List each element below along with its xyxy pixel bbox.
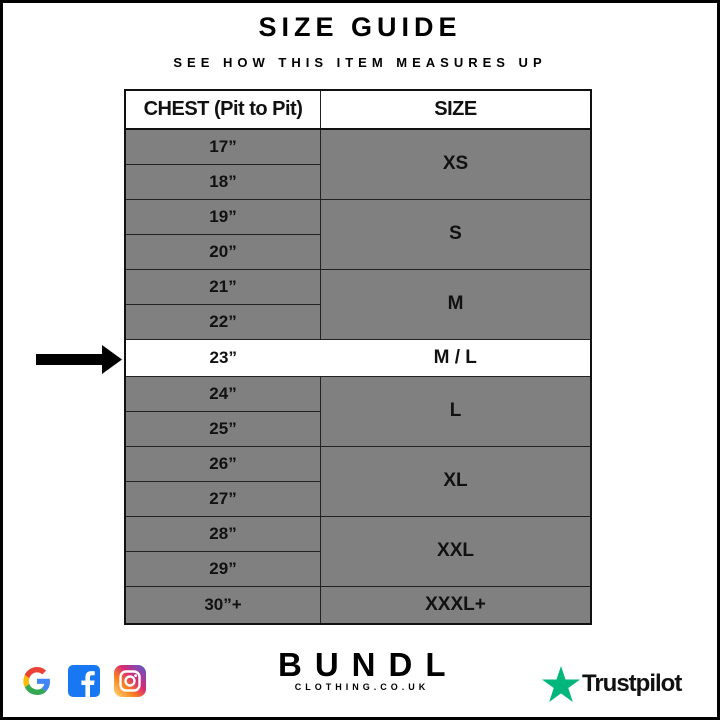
highlighted-chest-cell: 23”: [125, 338, 321, 377]
instagram-icon[interactable]: [114, 664, 146, 698]
size-cell: M: [320, 268, 592, 340]
page-title: SIZE GUIDE: [258, 12, 462, 42]
facebook-icon[interactable]: [68, 664, 100, 698]
bundl-logo: BUNDL CLOTHING.CO.UK: [278, 648, 445, 693]
header-chest: CHEST (Pit to Pit): [124, 89, 321, 130]
chest-cell: 20”: [124, 233, 321, 270]
chest-cell: 24”: [124, 375, 321, 412]
size-cell: XXL: [320, 515, 592, 587]
google-icon[interactable]: [20, 664, 54, 698]
size-cell: XXXL+: [320, 585, 592, 625]
brand-site: CLOTHING.CO.UK: [294, 682, 430, 692]
chest-cell: 29”: [124, 550, 321, 587]
chest-cell: 22”: [124, 303, 321, 340]
chest-cell: 27”: [124, 480, 321, 517]
highlighted-size-cell: M / L: [320, 338, 591, 377]
size-table: CHEST (Pit to Pit) SIZE 17” XS 18” 19” S 20…: [124, 89, 592, 625]
trustpilot-label: Trustpilot: [582, 670, 682, 697]
size-cell: XS: [320, 128, 592, 200]
chest-cell: 26”: [124, 445, 321, 482]
size-cell: L: [320, 375, 592, 447]
chest-cell: 17”: [124, 128, 321, 165]
trustpilot-logo[interactable]: Trustpilot: [542, 666, 682, 702]
trustpilot-star-icon: [542, 666, 580, 702]
brand-name: BUNDL: [278, 646, 459, 683]
size-cell: S: [320, 198, 592, 270]
arrow-right-icon: [36, 345, 122, 374]
chest-cell: 28”: [124, 515, 321, 552]
page-subtitle: SEE HOW THIS ITEM MEASURES UP: [173, 55, 547, 70]
size-cell: XL: [320, 445, 592, 517]
header-size: SIZE: [320, 89, 592, 130]
chest-cell: 25”: [124, 410, 321, 447]
chest-cell: 21”: [124, 268, 321, 305]
chest-cell: 30”+: [124, 585, 321, 625]
chest-cell: 19”: [124, 198, 321, 235]
chest-cell: 18”: [124, 163, 321, 200]
